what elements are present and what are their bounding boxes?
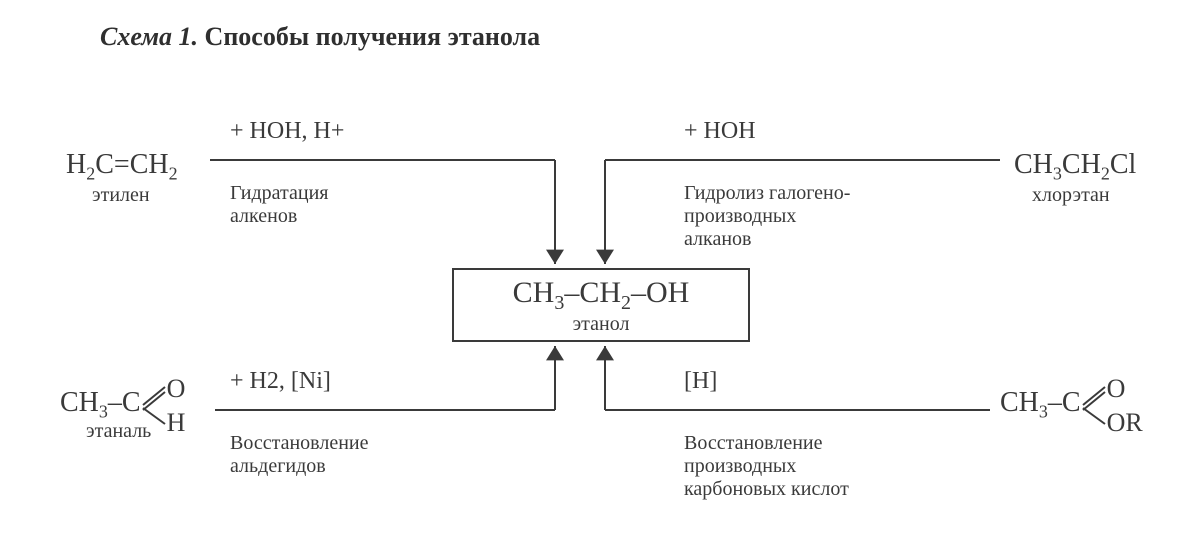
reagent-chloroethane-formula: CH3CH2Cl [1014,150,1136,184]
process-reduction-acid: Восстановлениепроизводныхкарбоновых кисл… [684,432,849,501]
product-label: этанол [472,313,730,336]
cond-hydration: + HOH, H+ [230,118,344,145]
scheme-number: Схема 1. [100,22,198,51]
process-hydration: Гидратацияалкенов [230,182,329,228]
reagent-ethylene-formula: H2C=CH2 [66,150,178,184]
ester-group-icon: O OR [1081,380,1139,430]
scheme-title: Схема 1. Способы получения этанола [100,22,540,52]
product-box: CH3–CH2–OH этанол [452,268,750,342]
reagent-chloroethane-label: хлорэтан [1032,184,1110,207]
reagent-ethanal-label: этаналь [86,420,151,443]
cond-hydrolysis: + HOH [684,118,756,145]
diagram-root: { "title": {"scheme": "Схема 1.", "text"… [0,0,1200,536]
reagent-ethylene-label: этилен [92,184,150,207]
reagent-acid-derivative-formula: CH3–C O OR [1000,380,1139,430]
process-reduction-aldehyde: Восстановлениеальдегидов [230,432,368,478]
process-hydrolysis: Гидролиз галогено-производныхалканов [684,182,850,251]
cond-reduction-acid: [H] [684,368,717,395]
scheme-text: Способы получения этанола [205,22,541,51]
product-formula: CH3–CH2–OH [472,276,730,315]
cond-reduction-aldehyde: + H2, [Ni] [230,368,331,395]
